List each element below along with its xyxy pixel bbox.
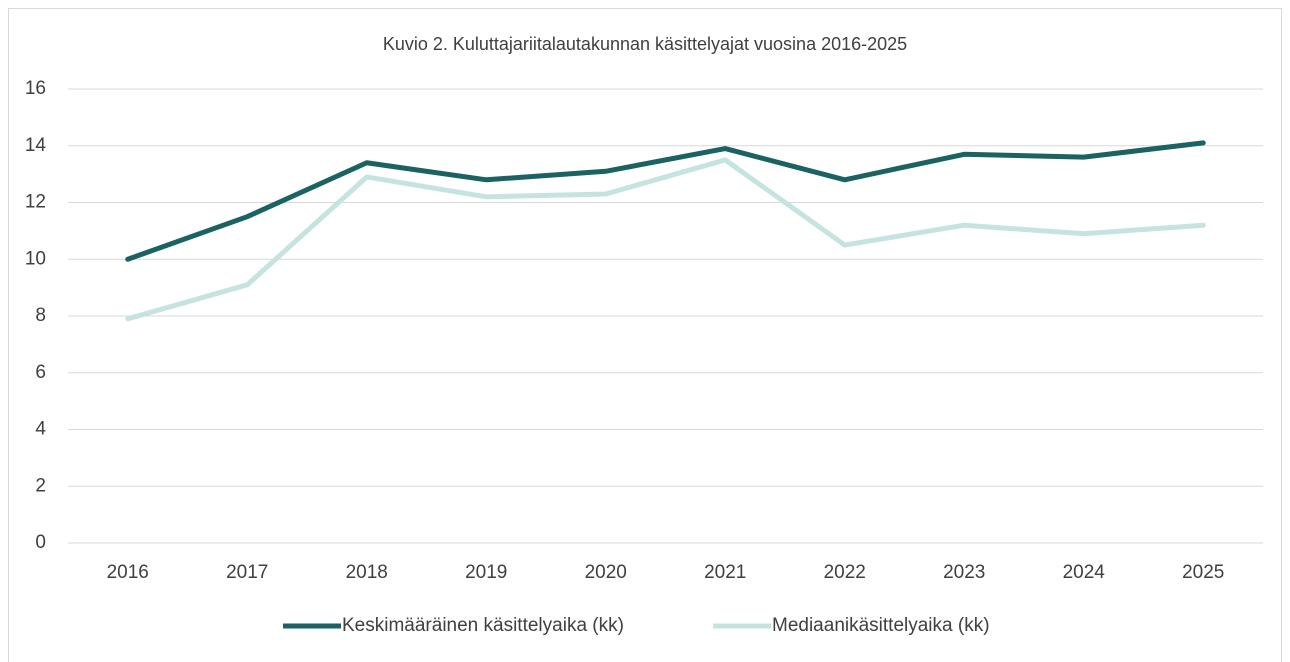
- x-tick-label: 2025: [1182, 562, 1224, 583]
- y-tick-label: 16: [25, 78, 46, 99]
- series-line: [125, 140, 1206, 262]
- series-line: [125, 157, 1206, 322]
- y-tick-label: 4: [35, 419, 46, 440]
- y-tick-label: 14: [25, 135, 47, 156]
- y-tick-label: 6: [35, 362, 46, 383]
- chart-title: Kuvio 2. Kuluttajariitalautakunnan käsit…: [383, 34, 907, 54]
- x-tick-label: 2018: [346, 562, 388, 583]
- x-tick-label: 2023: [943, 562, 985, 583]
- legend-label: Mediaanikäsittelyaika (kk): [772, 615, 990, 636]
- x-tick-label: 2016: [107, 562, 149, 583]
- legend-label: Keskimääräinen käsittelyaika (kk): [342, 615, 624, 636]
- x-tick-label: 2021: [704, 562, 746, 583]
- x-tick-label: 2019: [465, 562, 507, 583]
- y-tick-label: 10: [25, 248, 46, 269]
- y-tick-label: 0: [35, 532, 46, 553]
- x-tick-label: 2020: [585, 562, 627, 583]
- x-tick-label: 2024: [1063, 562, 1106, 583]
- x-tick-label: 2017: [226, 562, 268, 583]
- y-tick-label: 12: [25, 192, 46, 213]
- y-tick-label: 8: [35, 305, 46, 326]
- chart-border: [8, 8, 1282, 662]
- y-tick-label: 2: [35, 475, 46, 496]
- x-tick-label: 2022: [824, 562, 866, 583]
